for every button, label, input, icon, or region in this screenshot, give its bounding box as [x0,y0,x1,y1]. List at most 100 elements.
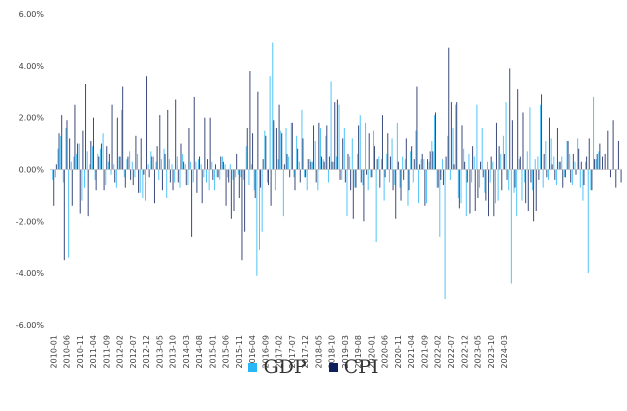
gdp-bar [227,169,229,178]
cpi-bar [358,125,360,170]
gdp-bar [452,128,454,170]
cpi-bar [328,156,330,170]
cpi-bar [442,169,444,186]
gdp-bar [510,169,512,284]
gdp-bar [582,169,584,201]
gdp-bar [460,169,462,204]
gdp-bar [595,159,597,170]
gdp-bar [131,161,133,170]
gdp-bar [354,169,356,188]
cpi-bar [397,161,399,170]
gdp-bar [107,161,109,170]
gdp-bar [500,153,502,170]
legend-item-gdp[interactable]: GDP [248,356,307,378]
cpi-bar [448,47,450,170]
cpi-bar [588,138,590,170]
cpi-bar [252,133,254,170]
cpi-bar [474,169,476,211]
gdp-bar [60,135,62,170]
gdp-bar [176,156,178,170]
gdp-bar [587,169,589,274]
x-tick-label: 2016-04 [248,335,257,368]
cpi-bar [543,153,545,170]
gdp-bar [569,153,571,170]
x-tick-label: 2015-01 [208,335,217,368]
x-tick-label: 2012-12 [142,335,151,368]
gdp-bar [219,169,221,180]
cpi-bar [522,112,524,170]
cpi-bar [58,133,60,170]
cpi-bar [326,125,328,170]
gdp-bar [229,164,231,170]
cpi-bar [432,151,434,170]
cpi-bar [580,161,582,170]
cpi-bar [217,169,219,178]
cpi-bar [350,169,352,191]
cpi-bar [517,89,519,170]
cpi-bar [612,120,614,170]
gdp-bar [516,169,518,217]
gdp-bar [166,169,168,199]
gdp-bar [463,148,465,170]
gdp-bar [521,169,523,201]
gdp-bar [457,169,459,199]
cpi-bar [575,169,577,175]
gdp-bar [301,109,303,170]
cpi-bar [172,169,174,191]
x-tick-label: 2010-11 [76,335,85,368]
gdp-bar [86,151,88,170]
cpi-bar [469,169,471,214]
gdp-bar [487,161,489,170]
cpi-bar [514,169,516,188]
cpi-bar [212,169,214,180]
gdp-bar [221,156,223,170]
gdp-bar [237,169,239,175]
cpi-bar [461,125,463,170]
cpi-bar [368,133,370,170]
cpi-bar [419,164,421,170]
cpi-bar [169,169,171,183]
gdp-bar [259,169,261,250]
x-tick-label: 2011-04 [89,335,98,368]
gdp-bar [330,81,332,170]
gdp-bar [70,161,72,170]
gdp-bar [110,169,112,175]
cpi-bar [177,169,179,183]
gdp-bar [447,135,449,170]
gdp-bar [542,169,544,188]
gdp-bar [296,135,298,170]
cpi-bar [564,169,566,178]
cpi-bar [519,156,521,170]
x-tick-label: 2022-07 [447,335,456,368]
cpi-bar [538,169,540,180]
gdp-bar [497,169,499,201]
cpi-bar [458,169,460,209]
cpi-bar [130,169,132,180]
gdp-bar [163,148,165,170]
cpi-bar [167,109,169,170]
cpi-bar [225,169,227,206]
gdp-bar [365,122,367,170]
cpi-bar [90,140,92,170]
gdp-bar [198,159,200,170]
gdp-bar [351,138,353,170]
legend-item-cpi[interactable]: CPI [328,356,379,378]
gdp-bar [52,169,54,180]
gdp-bar [471,169,473,183]
cpi-bar [421,153,423,170]
gdp-bar [484,169,486,193]
gdp-bar [465,169,467,217]
cpi-bar [477,169,479,199]
cpi-bar [114,169,116,183]
cpi-bar [87,169,89,217]
x-tick-label: 2020-11 [394,335,403,368]
gdp-bar [476,104,478,170]
cpi-bar [480,161,482,170]
cpi-bar [511,120,513,170]
cpi-bar [193,96,195,170]
cpi-bar [267,169,269,186]
cpi-bar [437,169,439,188]
cpi-bar [527,169,529,211]
gdp-bar [91,146,93,170]
cpi-bar [98,156,100,170]
